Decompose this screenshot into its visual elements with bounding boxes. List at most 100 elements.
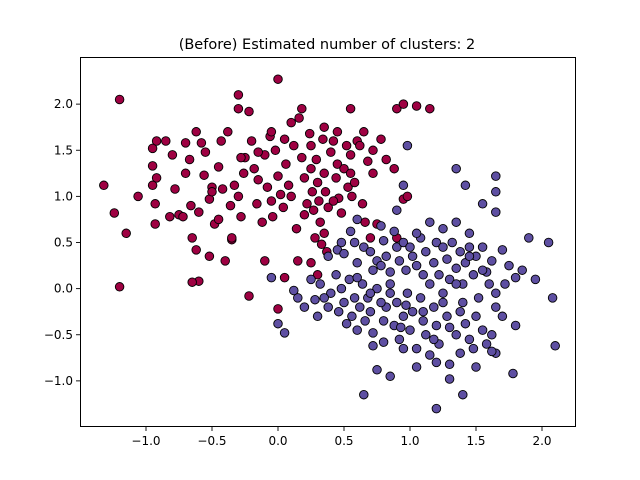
scatter-point-cluster-1 [147,143,158,154]
scatter-point-cluster-2 [323,302,333,312]
scatter-point-cluster-2 [411,260,422,271]
scatter-point-cluster-2 [315,279,325,289]
scatter-point-cluster-2 [310,294,320,305]
scatter-point-cluster-1 [299,173,310,183]
y-tick-label: −1.0 [44,374,73,388]
scatter-point-cluster-2 [458,297,468,308]
scatter-point-cluster-2 [451,263,461,274]
scatter-point-cluster-2 [429,258,439,268]
scatter-point-cluster-2 [415,293,426,303]
scatter-point-cluster-2 [372,283,382,294]
scatter-point-cluster-1 [165,211,175,222]
scatter-point-cluster-2 [497,245,508,255]
scatter-point-cluster-2 [352,214,362,225]
scatter-point-cluster-1 [170,184,180,194]
scatter-point-cluster-2 [306,274,316,285]
scatter-point-cluster-1 [217,184,228,194]
scatter-point-cluster-1 [191,245,201,255]
scatter-point-cluster-1 [133,191,143,202]
scatter-point-cluster-2 [491,207,501,217]
scatter-point-cluster-1 [297,103,307,114]
scatter-point-cluster-1 [213,162,224,172]
scatter-point-cluster-2 [349,237,360,248]
scatter-point-cluster-1 [286,117,296,128]
scatter-point-cluster-1 [306,140,316,151]
scatter-point-cluster-2 [352,272,362,283]
scatter-point-cluster-2 [378,337,389,347]
scatter-point-cluster-1 [328,196,339,206]
scatter-point-cluster-2 [357,279,368,289]
scatter-point-cluster-2 [468,270,479,280]
scatter-point-cluster-2 [405,242,415,252]
scatter-point-cluster-2 [487,256,497,266]
scatter-point-cluster-2 [323,251,333,262]
scatter-point-cluster-2 [464,334,475,345]
scatter-point-cluster-2 [389,226,399,237]
scatter-point-cluster-2 [451,330,461,340]
scatter-point-cluster-2 [336,283,347,294]
scatter-point-cluster-2 [359,242,369,252]
scatter-point-cluster-2 [368,341,378,351]
scatter-point-cluster-1 [359,127,369,137]
scatter-point-cluster-1 [200,147,211,157]
scatter-point-cluster-2 [471,362,481,372]
scatter-point-cluster-2 [341,318,352,329]
scatter-point-cluster-2 [392,205,402,215]
points-layer [99,74,560,414]
scatter-point-cluster-1 [286,191,296,202]
scatter-point-cluster-1 [236,152,246,163]
scatter-point-cluster-1 [223,127,233,137]
scatter-point-cluster-1 [331,173,341,183]
scatter-point-cluster-1 [257,217,267,227]
scatter-point-cluster-2 [444,359,455,370]
scatter-point-cluster-1 [249,163,259,174]
scatter-point-cluster-2 [484,279,494,289]
scatter-point-cluster-1 [360,217,370,227]
scatter-point-cluster-2 [347,311,357,322]
scatter-point-cluster-2 [491,187,501,197]
scatter-point-cluster-1 [278,202,289,213]
scatter-point-cluster-2 [550,341,560,351]
scatter-point-cluster-2 [543,237,554,248]
scatter-point-cluster-1 [345,103,356,114]
scatter-point-cluster-2 [398,237,409,248]
scatter-point-cluster-1 [425,103,435,114]
scatter-point-cluster-1 [246,136,257,146]
scatter-point-cluster-1 [273,171,283,181]
scatter-point-cluster-2 [458,389,468,400]
y-tick-label: 1.5 [54,143,73,157]
scatter-point-cluster-2 [524,233,534,243]
scatter-point-cluster-2 [339,297,349,308]
scatter-point-cluster-2 [455,348,465,358]
scatter-point-cluster-2 [418,316,428,326]
scatter-point-cluster-2 [442,311,452,322]
scatter-point-cluster-2 [402,288,413,298]
scatter-point-cluster-2 [429,302,439,312]
scatter-point-cluster-1 [147,161,158,171]
scatter-point-cluster-2 [339,248,349,259]
scatter-point-cluster-2 [425,350,435,360]
scatter-point-cluster-2 [392,297,402,308]
scatter-point-cluster-2 [385,288,395,298]
scatter-point-cluster-1 [311,154,322,165]
scatter-point-cluster-2 [372,365,382,375]
scatter-point-cluster-2 [455,306,465,317]
scatter-point-cluster-1 [196,138,207,148]
scatter-point-cluster-1 [253,175,263,185]
scatter-point-cluster-2 [411,228,422,239]
x-tick-label: 0.0 [268,434,287,448]
scatter-point-cluster-2 [345,226,356,237]
scatter-point-cluster-2 [407,251,418,262]
scatter-point-cluster-2 [396,322,406,333]
scatter-point-cluster-2 [431,237,442,248]
scatter-point-cluster-1 [320,187,331,197]
scatter-point-cluster-2 [398,311,409,322]
scatter-point-cluster-1 [389,163,399,174]
scatter-point-cluster-2 [402,140,413,151]
scatter-point-cluster-1 [316,239,327,250]
scatter-point-cluster-1 [161,136,171,146]
scatter-point-cluster-1 [279,272,290,283]
scatter-point-cluster-1 [194,207,204,217]
scatter-point-cluster-1 [402,191,413,202]
scatter-point-cluster-2 [471,311,481,322]
